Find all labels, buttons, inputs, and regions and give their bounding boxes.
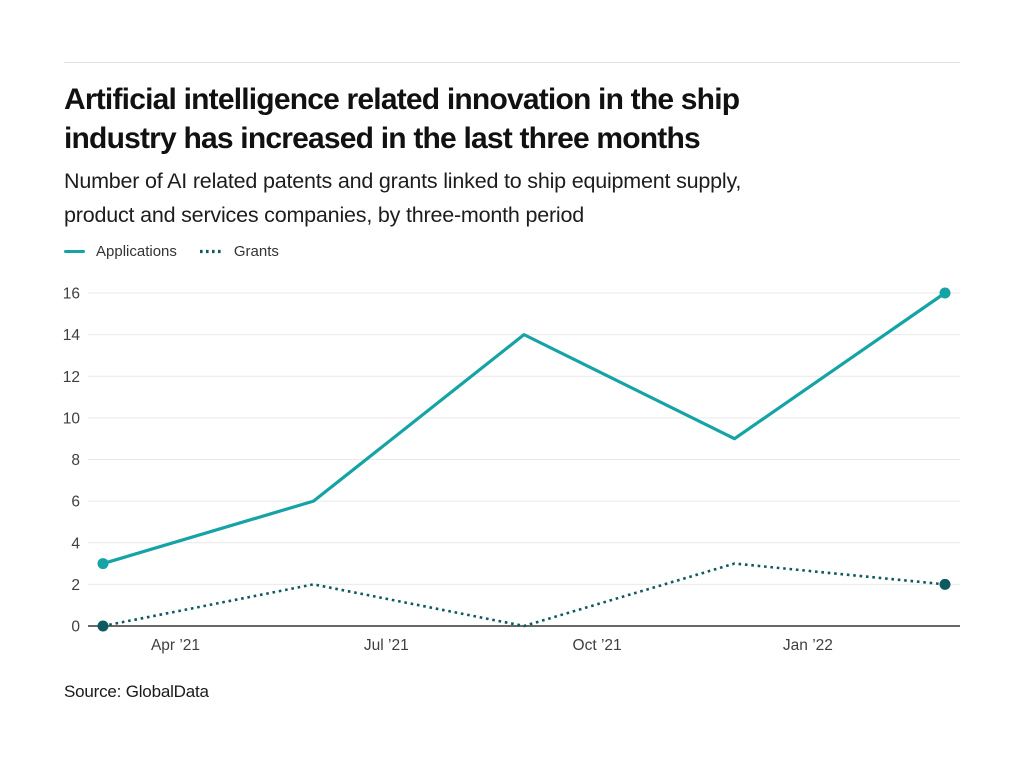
legend-label-grants: Grants	[233, 243, 279, 260]
x-tick-label: Oct ’21	[573, 637, 622, 654]
page-title: Artificial intelligence related innovati…	[64, 80, 740, 158]
applications-line-swatch-icon	[64, 249, 85, 254]
grants-endpoint-marker	[97, 620, 109, 632]
applications-endpoint-marker	[97, 558, 109, 570]
applications-endpoint-marker	[939, 287, 951, 299]
subtitle-line-1: Number of AI related patents and grants …	[64, 169, 742, 193]
legend-item-grants: Grants	[199, 243, 279, 260]
y-tick-label: 4	[71, 535, 80, 552]
legend: Applications Grants	[64, 243, 279, 260]
y-tick-label: 0	[71, 619, 80, 636]
legend-label-applications: Applications	[96, 243, 177, 260]
grants-line	[102, 562, 946, 628]
legend-item-applications: Applications	[64, 243, 177, 260]
y-tick-label: 8	[71, 452, 80, 469]
y-tick-label: 2	[71, 577, 80, 594]
title-line-2: industry has increased in the last three…	[64, 122, 701, 155]
y-tick-label: 12	[63, 369, 80, 386]
y-tick-label: 6	[71, 494, 80, 511]
grants-endpoint-marker	[939, 578, 951, 590]
x-tick-label: Apr ’21	[151, 637, 200, 654]
y-tick-label: 14	[63, 327, 81, 344]
x-tick-label: Jul ’21	[364, 637, 409, 654]
y-tick-label: 10	[63, 410, 81, 427]
page-subtitle: Number of AI related patents and grants …	[64, 164, 741, 232]
source-note: Source: GlobalData	[64, 682, 209, 701]
grants-line-swatch-icon	[199, 249, 222, 254]
title-line-1: Artificial intelligence related innovati…	[64, 83, 740, 116]
y-tick-label: 16	[63, 286, 80, 303]
subtitle-line-2: product and services companies, by three…	[64, 203, 585, 227]
applications-line	[102, 291, 946, 566]
top-divider	[64, 62, 960, 63]
x-tick-label: Jan ’22	[783, 637, 833, 654]
